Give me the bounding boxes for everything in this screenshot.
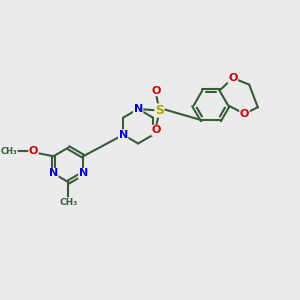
Text: N: N <box>134 104 143 114</box>
Text: O: O <box>228 73 238 83</box>
Text: O: O <box>152 85 161 96</box>
Text: O: O <box>240 109 249 119</box>
Text: CH₃: CH₃ <box>59 198 77 207</box>
Text: N: N <box>49 169 58 178</box>
Text: S: S <box>155 104 164 117</box>
Text: N: N <box>79 169 88 178</box>
Text: N: N <box>118 130 128 140</box>
Text: O: O <box>29 146 38 156</box>
Text: O: O <box>152 125 161 135</box>
Text: CH₃: CH₃ <box>1 147 17 156</box>
